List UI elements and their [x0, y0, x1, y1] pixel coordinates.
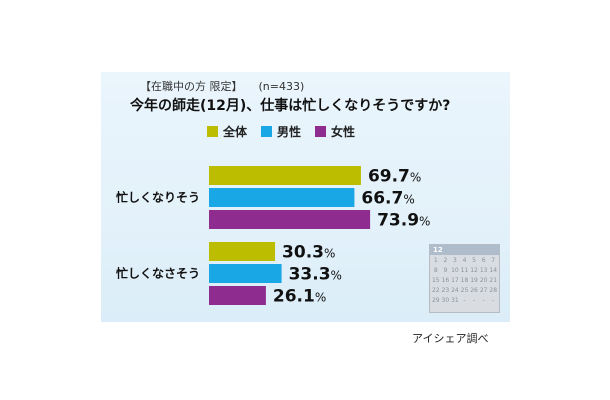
calendar-day: 16: [441, 277, 450, 284]
calendar-day: 2: [443, 257, 448, 264]
calendar-day: 14: [489, 267, 498, 274]
calendar-day: 12: [470, 267, 478, 274]
calendar-day: 22: [431, 287, 440, 294]
calendar-day: 1: [433, 257, 438, 264]
legend-label: 女性: [331, 125, 356, 139]
calendar-day: 25: [460, 287, 469, 294]
legend-swatch: [315, 126, 327, 137]
calendar-day: 13: [479, 267, 488, 274]
data-label: 30.3%: [282, 243, 335, 263]
bar: [209, 210, 371, 229]
calendar-day: -: [472, 297, 476, 304]
legend-label: 男性: [277, 125, 302, 139]
calendar-day: 3: [453, 257, 457, 264]
legend-entry: 全体: [207, 123, 247, 140]
bar: [209, 286, 266, 305]
calendar-icon: 12 1 2 3 4 5 6 7 8 9 10 11 12 13 14 15 16 17 18 19 20 21 22 23…: [429, 244, 500, 313]
legend-entry: 女性: [315, 123, 355, 140]
chart-header: 【在職中の方 限定】 (n=433): [140, 78, 304, 94]
calendar-day: 29: [431, 297, 440, 304]
calendar-day: 11: [460, 267, 469, 274]
calendar-day: 4: [462, 257, 467, 264]
bar: [209, 264, 282, 283]
calendar-day: 10: [451, 267, 459, 274]
calendar-day: 27: [479, 287, 488, 294]
sample-size-label: (n=433): [258, 80, 305, 93]
calendar-day: 23: [441, 287, 450, 294]
calendar-day: 21: [489, 277, 498, 284]
calendar-day: 28: [489, 287, 498, 294]
calendar-day: 26: [470, 287, 478, 294]
calendar-day: -: [492, 297, 495, 304]
data-label: 73.9%: [377, 211, 430, 231]
calendar-day: 20: [479, 277, 488, 284]
data-label: 69.7%: [368, 167, 421, 187]
calendar-day: 31: [451, 297, 459, 304]
data-label: 66.7%: [361, 189, 414, 209]
legend: 全体 男性 女性: [207, 123, 355, 140]
data-label: 33.3%: [289, 265, 342, 285]
calendar-day: 24: [451, 287, 459, 294]
calendar-day: 18: [460, 277, 469, 284]
legend-label: 全体: [223, 125, 248, 139]
category-label: 忙しくなさそう: [116, 266, 200, 281]
legend-swatch: [207, 126, 218, 137]
legend-swatch: [261, 126, 273, 137]
source-note: アイシェア調べ: [412, 332, 489, 345]
legend-entry: 男性: [261, 123, 301, 140]
chart-title: 今年の師走(12月)、仕事は忙しくなりそうですか?: [130, 98, 451, 114]
bar: [209, 188, 355, 207]
calendar-day: 7: [491, 257, 496, 264]
calendar-day: 8: [433, 267, 438, 274]
calendar-day: 15: [431, 277, 440, 284]
calendar-day: 6: [481, 257, 486, 264]
calendar-days: 1 2 3 4 5 6 7 8 9 10 11 12 13 14 15 16 17 18 19 20 21 22 23 24 2…: [430, 255, 499, 305]
calendar-day: 9: [443, 267, 448, 274]
bar: [209, 242, 276, 261]
calendar-day: 17: [451, 277, 459, 284]
calendar-month: 12: [430, 245, 499, 255]
calendar-day: 5: [472, 257, 476, 264]
calendar-day: -: [482, 297, 485, 304]
calendar-day: 19: [470, 277, 478, 284]
category-label: 忙しくなりそう: [116, 190, 200, 205]
condition-label: 【在職中の方 限定】: [140, 80, 243, 93]
data-label: 26.1%: [273, 287, 326, 307]
calendar-day: -: [463, 297, 466, 304]
calendar-day: 30: [441, 297, 450, 304]
bar: [209, 166, 361, 185]
